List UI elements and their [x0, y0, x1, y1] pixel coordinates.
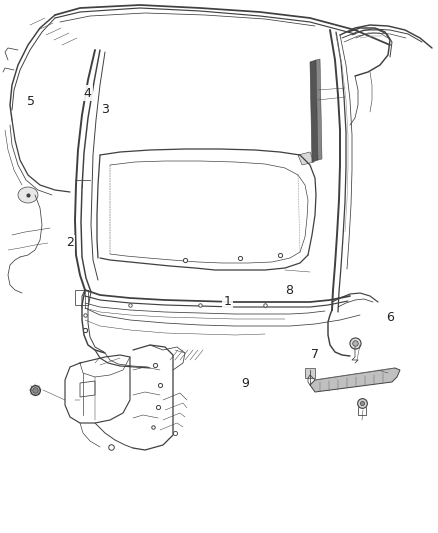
Text: 7: 7 — [311, 348, 319, 361]
Text: 5: 5 — [27, 95, 35, 108]
Polygon shape — [316, 59, 322, 160]
Polygon shape — [310, 60, 318, 162]
Text: 9: 9 — [241, 377, 249, 390]
Polygon shape — [305, 368, 315, 378]
Ellipse shape — [18, 187, 38, 203]
Polygon shape — [75, 290, 88, 305]
Text: 2: 2 — [66, 236, 74, 249]
Text: 3: 3 — [101, 103, 109, 116]
Polygon shape — [298, 152, 314, 165]
Text: 1: 1 — [224, 295, 232, 308]
Polygon shape — [80, 381, 95, 397]
Polygon shape — [310, 368, 400, 392]
Text: 8: 8 — [285, 284, 293, 297]
Text: 4: 4 — [84, 87, 92, 100]
Text: 6: 6 — [386, 311, 394, 324]
